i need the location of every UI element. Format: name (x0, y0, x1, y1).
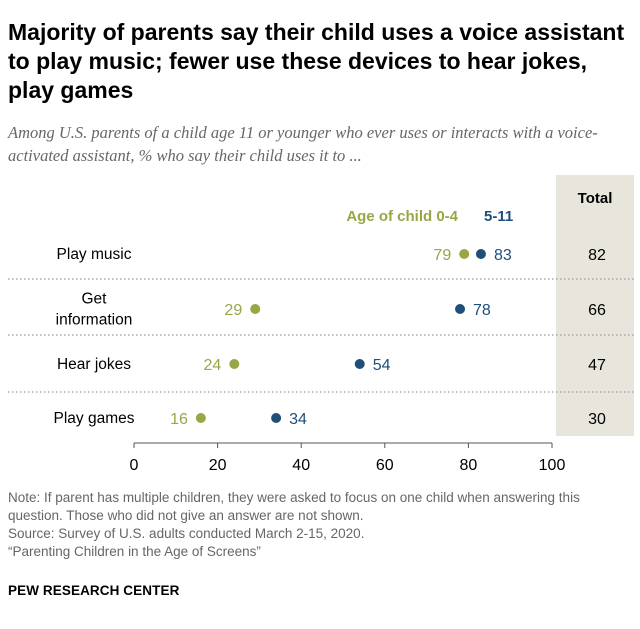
category-label: Play games (54, 410, 135, 427)
chart-subtitle: Among U.S. parents of a child age 11 or … (8, 123, 598, 165)
report-title: “Parenting Children in the Age of Screen… (8, 544, 261, 559)
source-text: Source: Survey of U.S. adults conducted … (8, 526, 365, 541)
x-tick-label: 40 (292, 457, 310, 474)
total-value: 82 (588, 247, 606, 264)
dot-age-0-4 (459, 249, 470, 259)
dot-age-5-11 (475, 249, 486, 259)
category-label: information (56, 312, 133, 329)
dot-age-5-11 (271, 413, 282, 423)
dot-age-0-4 (229, 359, 240, 369)
x-tick-label: 0 (130, 457, 139, 474)
x-tick-label: 60 (376, 457, 394, 474)
dot-plot-chart: Total Age of child 0-4 5-11 Play music 79 83 8… (8, 175, 634, 474)
footnotes: Note: If parent has multiple children, t… (8, 489, 636, 561)
data-label-0-4: 24 (204, 357, 222, 374)
data-label-5-11: 83 (494, 247, 512, 264)
category-label: Get (82, 291, 108, 308)
data-label-0-4: 29 (224, 302, 242, 319)
x-tick-label: 20 (209, 457, 227, 474)
data-label-5-11: 78 (473, 302, 491, 319)
dot-age-0-4 (250, 304, 261, 314)
total-value: 47 (588, 357, 606, 374)
brand-label: PEW RESEARCH CENTER (8, 583, 180, 598)
dot-age-5-11 (455, 304, 466, 314)
chart-title: Majority of parents say their child uses… (8, 19, 625, 103)
data-label-5-11: 54 (373, 357, 391, 374)
category-label: Play music (57, 246, 132, 263)
total-header: Total (578, 190, 613, 207)
data-label-0-4: 79 (433, 247, 451, 264)
note-text: Note: If parent has multiple children, t… (8, 490, 580, 523)
data-label-0-4: 16 (170, 411, 188, 428)
total-value: 66 (588, 302, 606, 319)
data-label-5-11: 34 (289, 411, 307, 428)
category-label: Hear jokes (57, 356, 131, 373)
x-tick-label: 80 (460, 457, 478, 474)
x-tick-label: 100 (539, 457, 566, 474)
legend-label-0-4: Age of child 0-4 (346, 208, 458, 225)
dot-age-0-4 (195, 413, 206, 423)
total-value: 30 (588, 411, 606, 428)
legend-label-5-11: 5-11 (484, 208, 513, 225)
dot-age-5-11 (354, 359, 365, 369)
